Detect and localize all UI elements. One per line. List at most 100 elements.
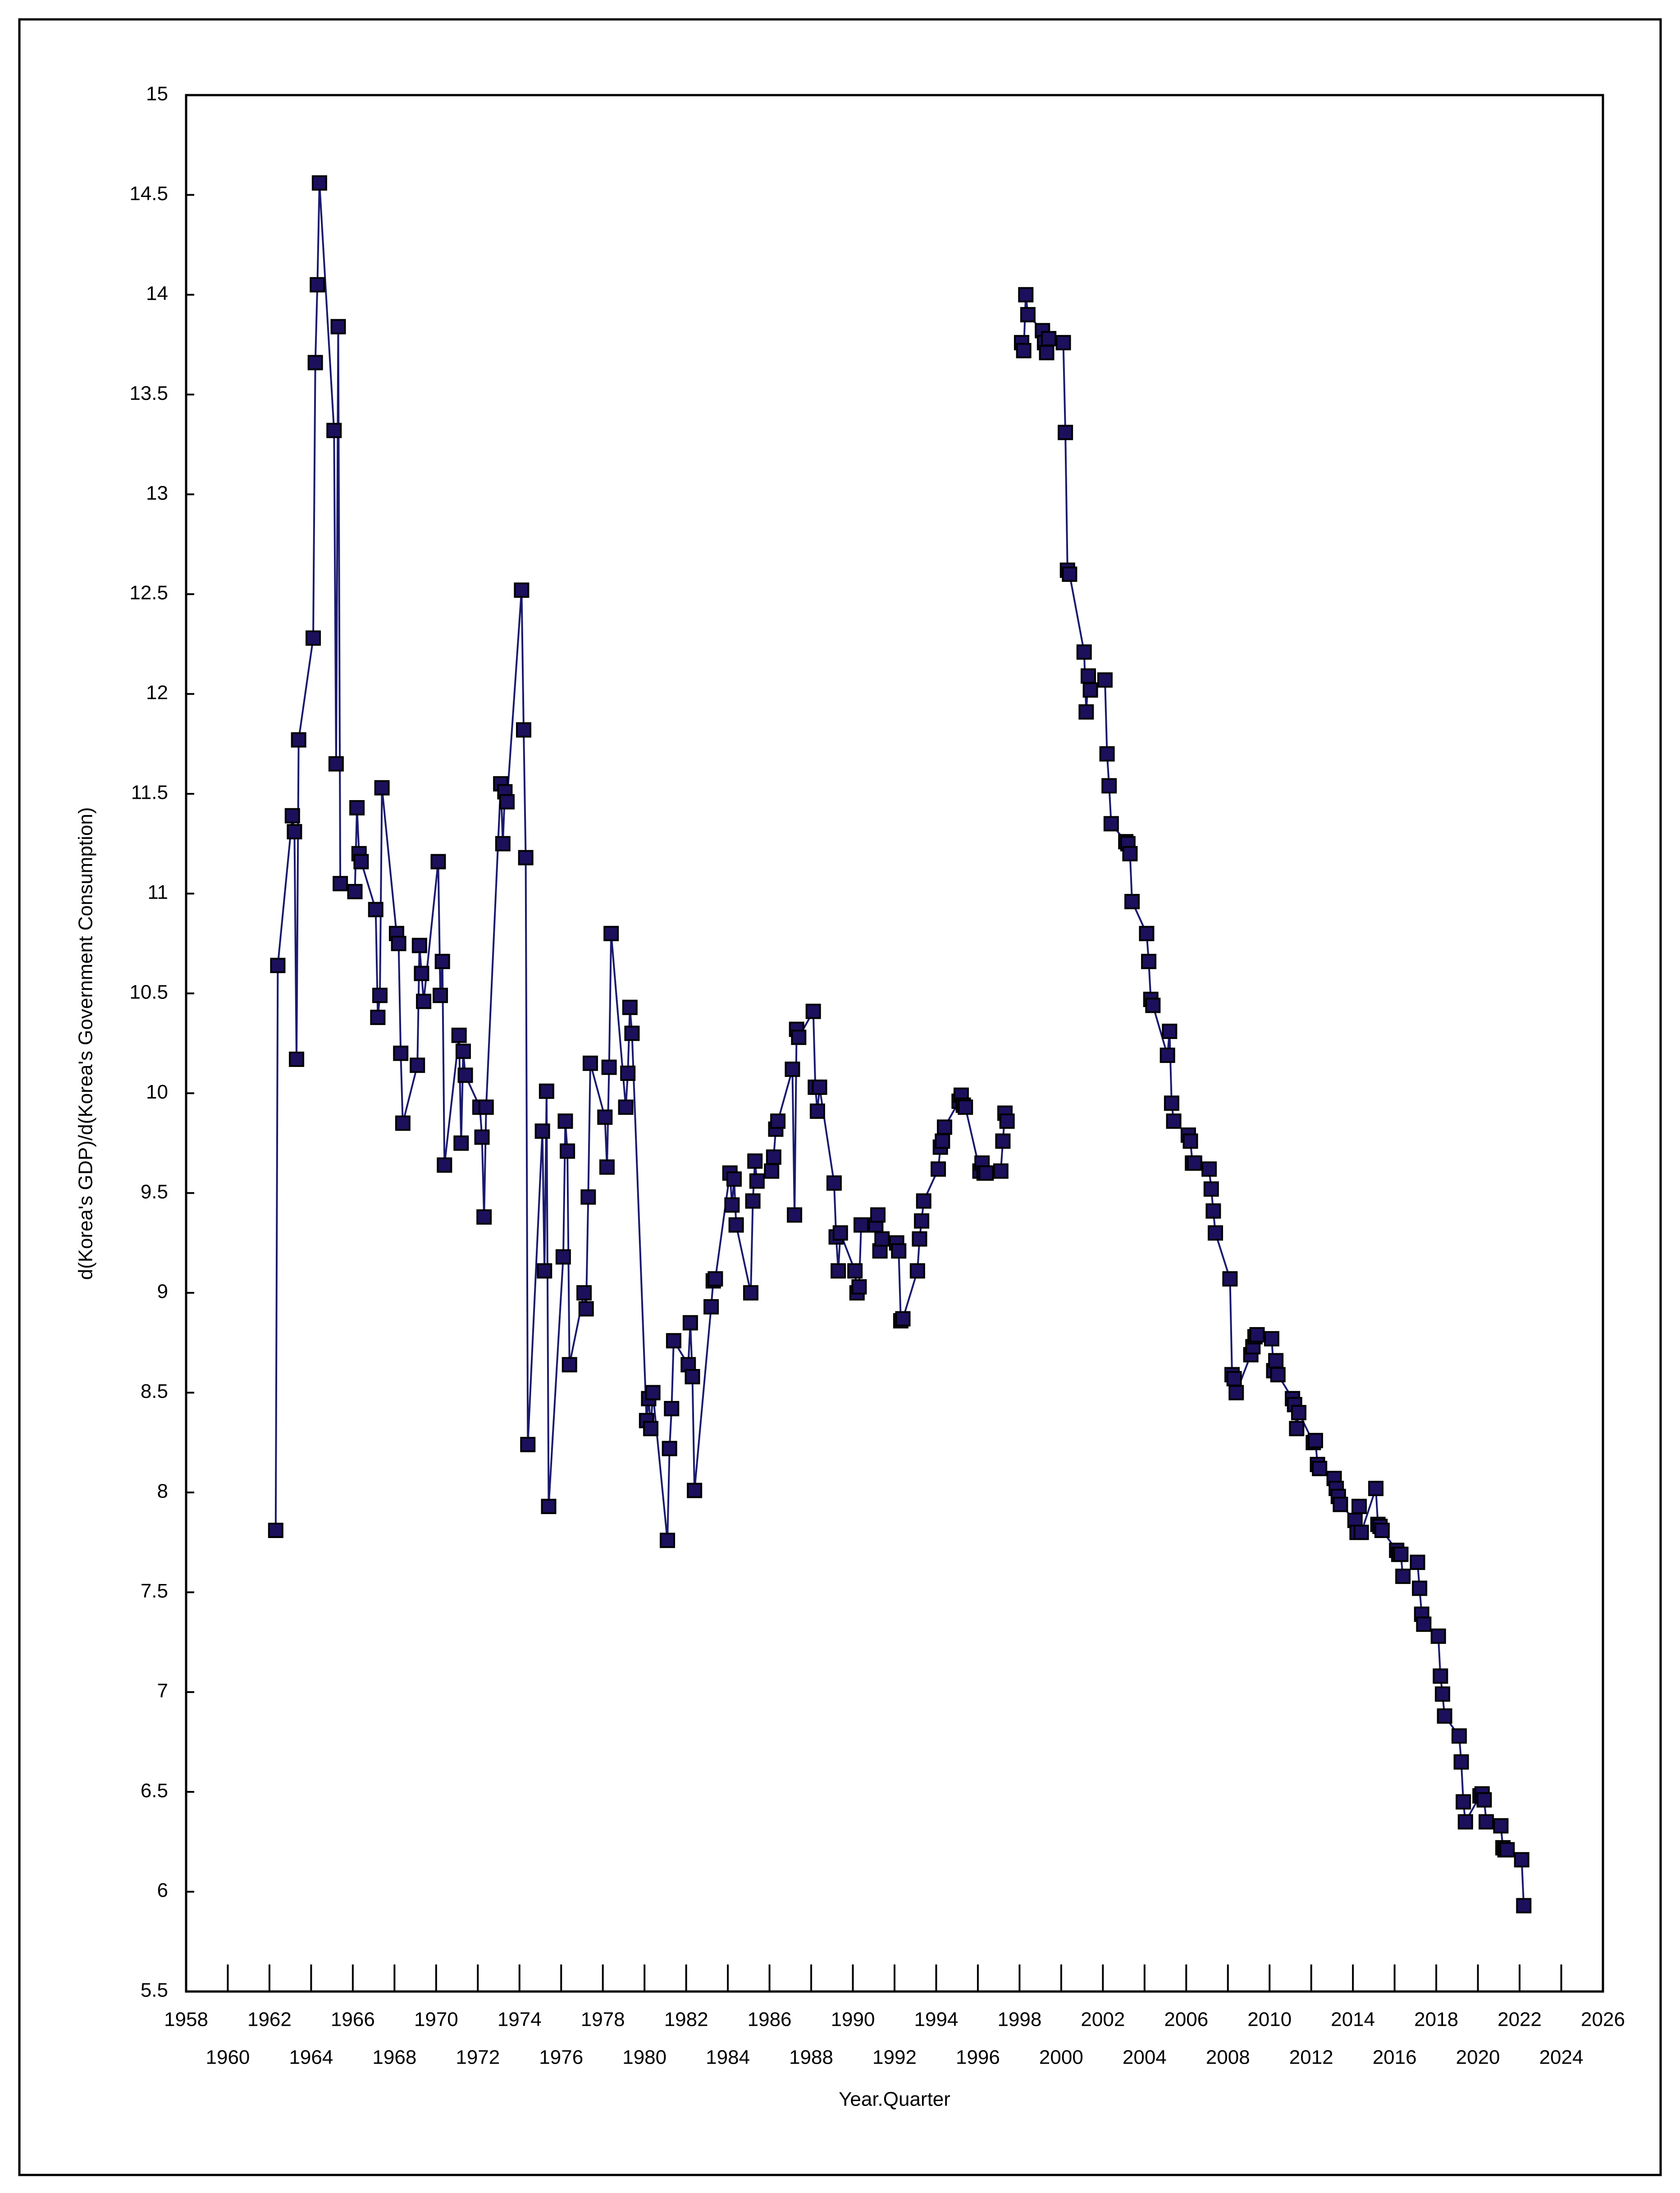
data-point: [582, 1055, 598, 1071]
y-tick-label: 5.5: [141, 1979, 168, 2001]
data-point: [1437, 1708, 1452, 1724]
data-point: [726, 1171, 742, 1187]
data-point: [624, 1026, 640, 1041]
data-point: [520, 1437, 536, 1452]
data-point: [410, 1058, 425, 1073]
data-point: [995, 1133, 1011, 1149]
data-point: [895, 1311, 911, 1327]
data-point: [708, 1271, 723, 1287]
data-point: [557, 1113, 573, 1129]
x-tick-label: 1980: [622, 2046, 667, 2069]
data-point: [430, 854, 446, 870]
x-tick-label: 1998: [997, 2009, 1041, 2031]
x-tick-label: 2000: [1039, 2046, 1083, 2069]
data-point: [368, 902, 383, 917]
data-point: [437, 1157, 452, 1173]
data-point: [395, 1115, 411, 1131]
data-point: [434, 953, 450, 969]
data-point: [831, 1263, 846, 1279]
data-point: [785, 1062, 800, 1077]
y-tick-label: 11.5: [131, 782, 168, 804]
data-point: [474, 1129, 490, 1145]
data-point: [478, 1099, 494, 1115]
x-tick-label: 1976: [539, 2046, 583, 2069]
data-point: [993, 1163, 1009, 1179]
data-point: [539, 1083, 554, 1099]
data-point: [1062, 566, 1077, 582]
x-tick-label: 1992: [872, 2046, 917, 2069]
data-point: [1479, 1814, 1494, 1830]
data-point: [622, 999, 638, 1015]
data-point: [809, 1103, 825, 1119]
data-point: [1433, 1668, 1448, 1684]
data-point: [1351, 1498, 1367, 1514]
data-point: [1333, 1497, 1348, 1512]
data-point: [766, 1149, 781, 1165]
data-point: [1353, 1525, 1369, 1540]
x-tick-label: 2022: [1497, 2009, 1542, 2031]
data-point: [1020, 307, 1036, 323]
data-point: [1516, 1898, 1532, 1914]
data-point: [891, 1243, 907, 1259]
y-tick-label: 13: [146, 482, 168, 504]
data-point: [560, 1143, 575, 1159]
data-point: [1080, 668, 1096, 684]
x-tick-label: 1964: [289, 2046, 333, 2069]
data-point: [576, 1285, 592, 1301]
data-point: [391, 936, 406, 952]
data-point: [1182, 1133, 1198, 1149]
x-tick-label: 1974: [498, 2009, 542, 2031]
data-point: [451, 1027, 467, 1043]
y-tick-label: 7.5: [141, 1580, 168, 1602]
data-point: [268, 1523, 283, 1538]
data-point: [620, 1065, 636, 1081]
data-point: [999, 1113, 1015, 1129]
x-tick-label: 2010: [1247, 2009, 1292, 2031]
data-point: [306, 630, 321, 646]
data-point: [1453, 1754, 1469, 1770]
data-point: [745, 1193, 761, 1209]
data-point: [1097, 672, 1113, 688]
data-point: [1082, 682, 1098, 698]
x-tick-label: 2024: [1539, 2046, 1584, 2069]
data-point: [1514, 1852, 1529, 1868]
data-point: [307, 355, 323, 371]
data-point: [289, 1051, 305, 1067]
data-point: [1222, 1271, 1238, 1287]
data-point: [1451, 1728, 1467, 1744]
y-tick-label: 6: [157, 1879, 168, 1901]
x-tick-label: 2020: [1456, 2046, 1500, 2069]
x-tick-label: 1970: [414, 2009, 458, 2031]
data-point: [333, 876, 348, 892]
data-point: [1041, 331, 1057, 347]
data-point: [433, 988, 448, 1003]
data-point: [1016, 343, 1032, 358]
y-tick-label: 12.5: [129, 582, 168, 604]
data-point: [747, 1153, 763, 1169]
data-point: [912, 1231, 927, 1247]
data-point: [870, 1207, 886, 1223]
data-point: [1139, 925, 1155, 941]
data-point: [1101, 778, 1117, 794]
data-point: [936, 1119, 952, 1135]
plot-frame: [185, 94, 1604, 1993]
data-point: [601, 1059, 617, 1075]
data-point: [578, 1301, 594, 1317]
data-point: [476, 1209, 492, 1225]
data-point: [764, 1163, 780, 1179]
data-point: [666, 1333, 681, 1349]
data-point: [770, 1113, 786, 1129]
data-point: [1249, 1327, 1265, 1343]
data-point: [537, 1263, 552, 1279]
data-point: [1226, 1371, 1242, 1387]
data-point: [1291, 1405, 1306, 1420]
data-point: [326, 422, 342, 438]
x-axis-label: Year.Quarter: [839, 2088, 950, 2111]
data-point: [1270, 1367, 1286, 1383]
x-tick-label: 1968: [372, 2046, 416, 2069]
data-point: [1160, 1048, 1175, 1063]
x-tick-label: 1972: [456, 2046, 500, 2069]
data-point: [687, 1483, 703, 1498]
x-tick-label: 1978: [581, 2009, 625, 2031]
data-point: [1058, 425, 1073, 440]
